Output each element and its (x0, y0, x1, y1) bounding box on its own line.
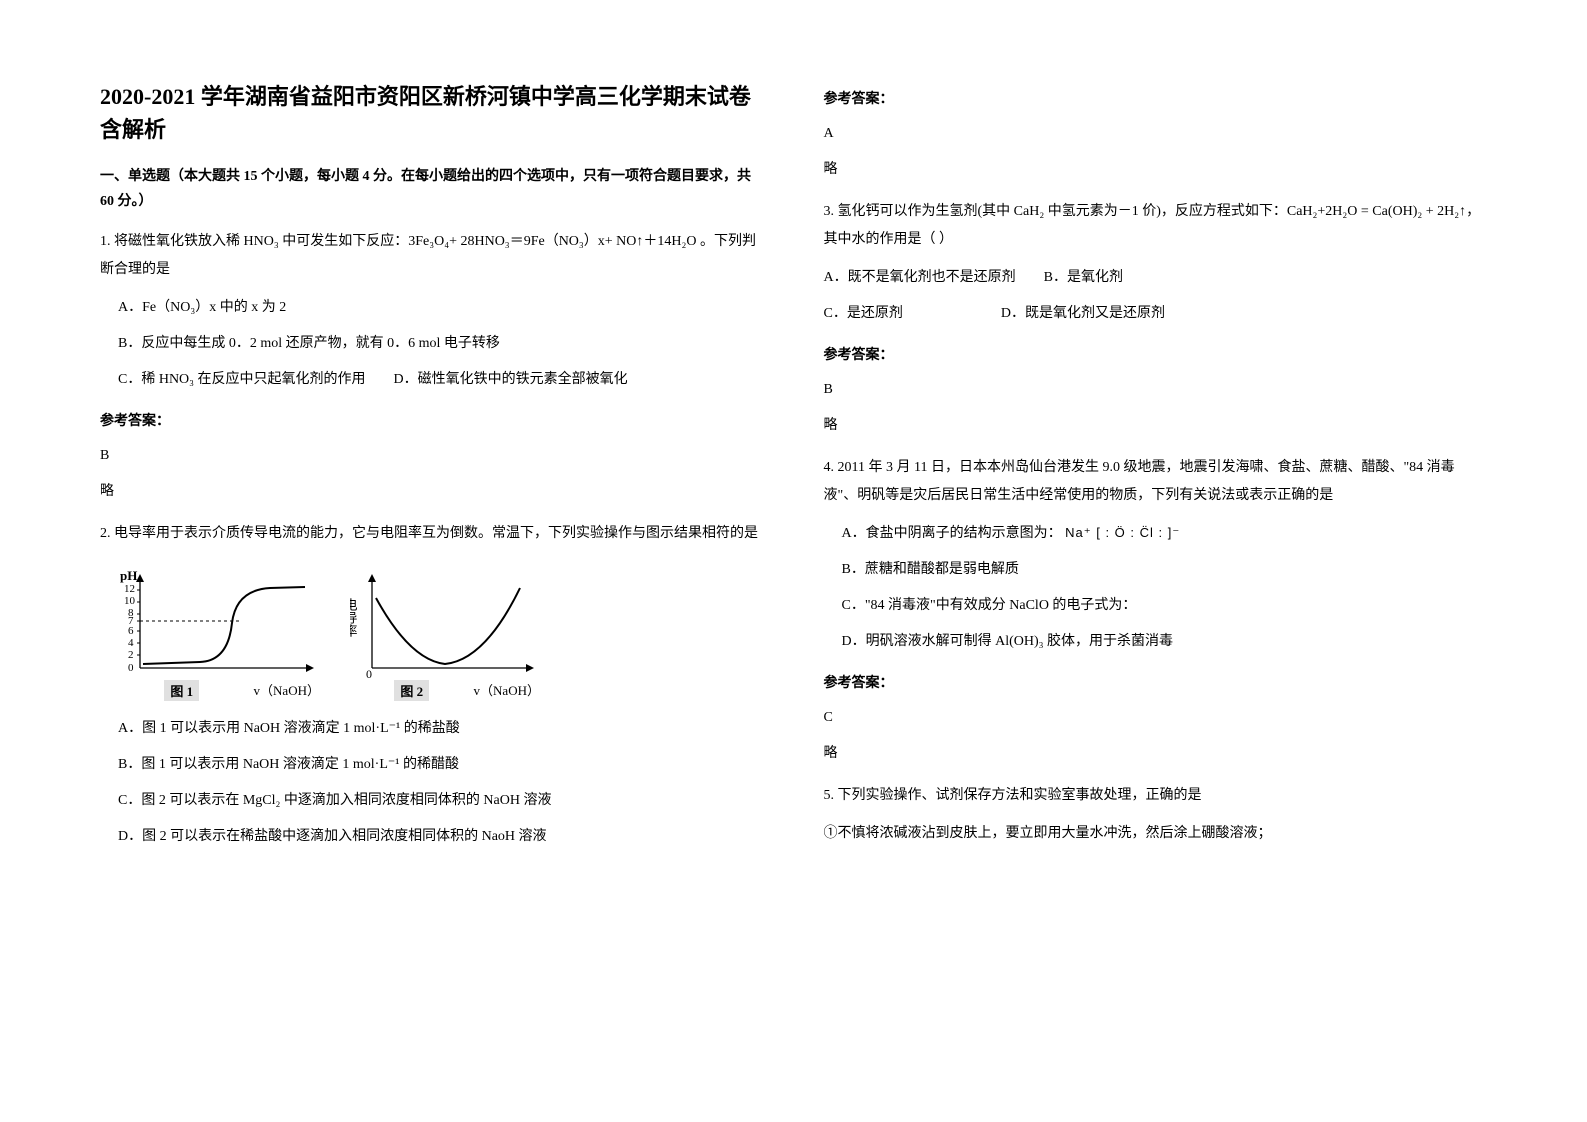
q2-figure-2-svg: 电导率 0 (350, 568, 540, 678)
left-column: 2020-2021 学年湖南省益阳市资阳区新桥河镇中学高三化学期末试卷含解析 一… (100, 80, 764, 1042)
fig1-ylabel: pH (120, 568, 137, 583)
q3-answer-letter: B (824, 376, 1488, 404)
q2-stem: 2. 电导率用于表示介质传导电流的能力，它与电阻率互为倒数。常温下，下列实验操作… (100, 520, 764, 548)
fig2-curve (376, 588, 520, 664)
q4-stem: 4. 2011 年 3 月 11 日，日本本州岛仙台港发生 9.0 级地震，地震… (824, 454, 1488, 510)
fig1-curve (143, 587, 305, 664)
q1-option-b: B．反应中每生成 0．2 mol 还原产物，就有 0．6 mol 电子转移 (118, 330, 764, 358)
q2-figures: pH 12 10 8 7 6 4 2 0 (110, 568, 764, 701)
fig1-tick: 2 (128, 649, 134, 661)
fig1-tick: 6 (128, 625, 134, 637)
q2-figure-1: pH 12 10 8 7 6 4 2 0 (110, 568, 320, 701)
q4-answer-brief: 略 (824, 740, 1488, 768)
q5-stem: 5. 下列实验操作、试剂保存方法和实验室事故处理，正确的是 (824, 782, 1488, 810)
document-title: 2020-2021 学年湖南省益阳市资阳区新桥河镇中学高三化学期末试卷含解析 (100, 80, 764, 146)
q3-option-ab: A．既不是氧化剂也不是还原剂 B．是氧化剂 (824, 264, 1488, 292)
q4-option-a-prefix: A．食盐中阴离子的结构示意图为： (842, 526, 1062, 541)
q3-answer-brief: 略 (824, 412, 1488, 440)
q1-answer-letter: B (100, 442, 764, 470)
q4-answer-label: 参考答案： (824, 670, 1488, 698)
fig1-tick: 4 (128, 637, 134, 649)
q4-option-a: A．食盐中阴离子的结构示意图为： Na⁺ [ : Ö : C̈l : ]⁻ (842, 520, 1488, 548)
svg-text:0: 0 (366, 667, 372, 678)
q2-figure-1-svg: pH 12 10 8 7 6 4 2 0 (110, 568, 320, 678)
q3-answer-label: 参考答案： (824, 342, 1488, 370)
q1-option-a: A．Fe（NO₃）x 中的 x 为 2 (118, 294, 764, 322)
q2-option-a: A．图 1 可以表示用 NaOH 溶液滴定 1 mol·L⁻¹ 的稀盐酸 (118, 715, 764, 743)
q2-figure-2: 电导率 0 图 2 v（NaOH） (350, 568, 540, 701)
right-column: 参考答案： A 略 3. 氢化钙可以作为生氢剂(其中 CaH₂ 中氢元素为－1 … (824, 80, 1488, 1042)
q2-answer-brief: 略 (824, 156, 1488, 184)
fig1-tick: 10 (124, 595, 136, 607)
q4-option-a-lewis: Na⁺ [ : Ö : C̈l : ]⁻ (1065, 525, 1180, 540)
fig2-ylabel: 电导率 (350, 598, 358, 637)
q1-answer-label: 参考答案： (100, 408, 764, 436)
fig1-xlabel: v（NaOH） (254, 680, 320, 701)
q5-line1: ①不慎将浓碱液沾到皮肤上，要立即用大量水冲洗，然后涂上硼酸溶液； (824, 820, 1488, 848)
q2-answer-label: 参考答案： (824, 86, 1488, 114)
section-header: 一、单选题（本大题共 15 个小题，每小题 4 分。在每小题给出的四个选项中，只… (100, 164, 764, 214)
q2-answer-letter: A (824, 120, 1488, 148)
q4-answer-letter: C (824, 704, 1488, 732)
fig2-xlabel: v（NaOH） (474, 680, 540, 701)
q1-option-cd: C．稀 HNO₃ 在反应中只起氧化剂的作用 D．磁性氧化铁中的铁元素全部被氧化 (118, 366, 764, 394)
fig1-tick: 0 (128, 662, 134, 674)
q3-option-cd: C．是还原剂 D．既是氧化剂又是还原剂 (824, 300, 1488, 328)
q4-option-b: B．蔗糖和醋酸都是弱电解质 (842, 556, 1488, 584)
q1-stem: 1. 将磁性氧化铁放入稀 HNO₃ 中可发生如下反应：3Fe₃O₄+ 28HNO… (100, 228, 764, 284)
q4-option-c: C．"84 消毒液"中有效成分 NaClO 的电子式为： (842, 592, 1488, 620)
q2-option-b: B．图 1 可以表示用 NaOH 溶液滴定 1 mol·L⁻¹ 的稀醋酸 (118, 751, 764, 779)
fig2-caption: 图 2 (394, 680, 429, 701)
fig1-tick: 12 (124, 583, 135, 595)
q3-stem: 3. 氢化钙可以作为生氢剂(其中 CaH₂ 中氢元素为－1 价)，反应方程式如下… (824, 198, 1488, 254)
q1-answer-brief: 略 (100, 478, 764, 506)
q4-option-d: D．明矾溶液水解可制得 Al(OH)₃ 胶体，用于杀菌消毒 (842, 628, 1488, 656)
q2-option-c: C．图 2 可以表示在 MgCl₂ 中逐滴加入相同浓度相同体积的 NaOH 溶液 (118, 787, 764, 815)
fig1-caption: 图 1 (164, 680, 199, 701)
q2-option-d: D．图 2 可以表示在稀盐酸中逐滴加入相同浓度相同体积的 NaoH 溶液 (118, 823, 764, 851)
